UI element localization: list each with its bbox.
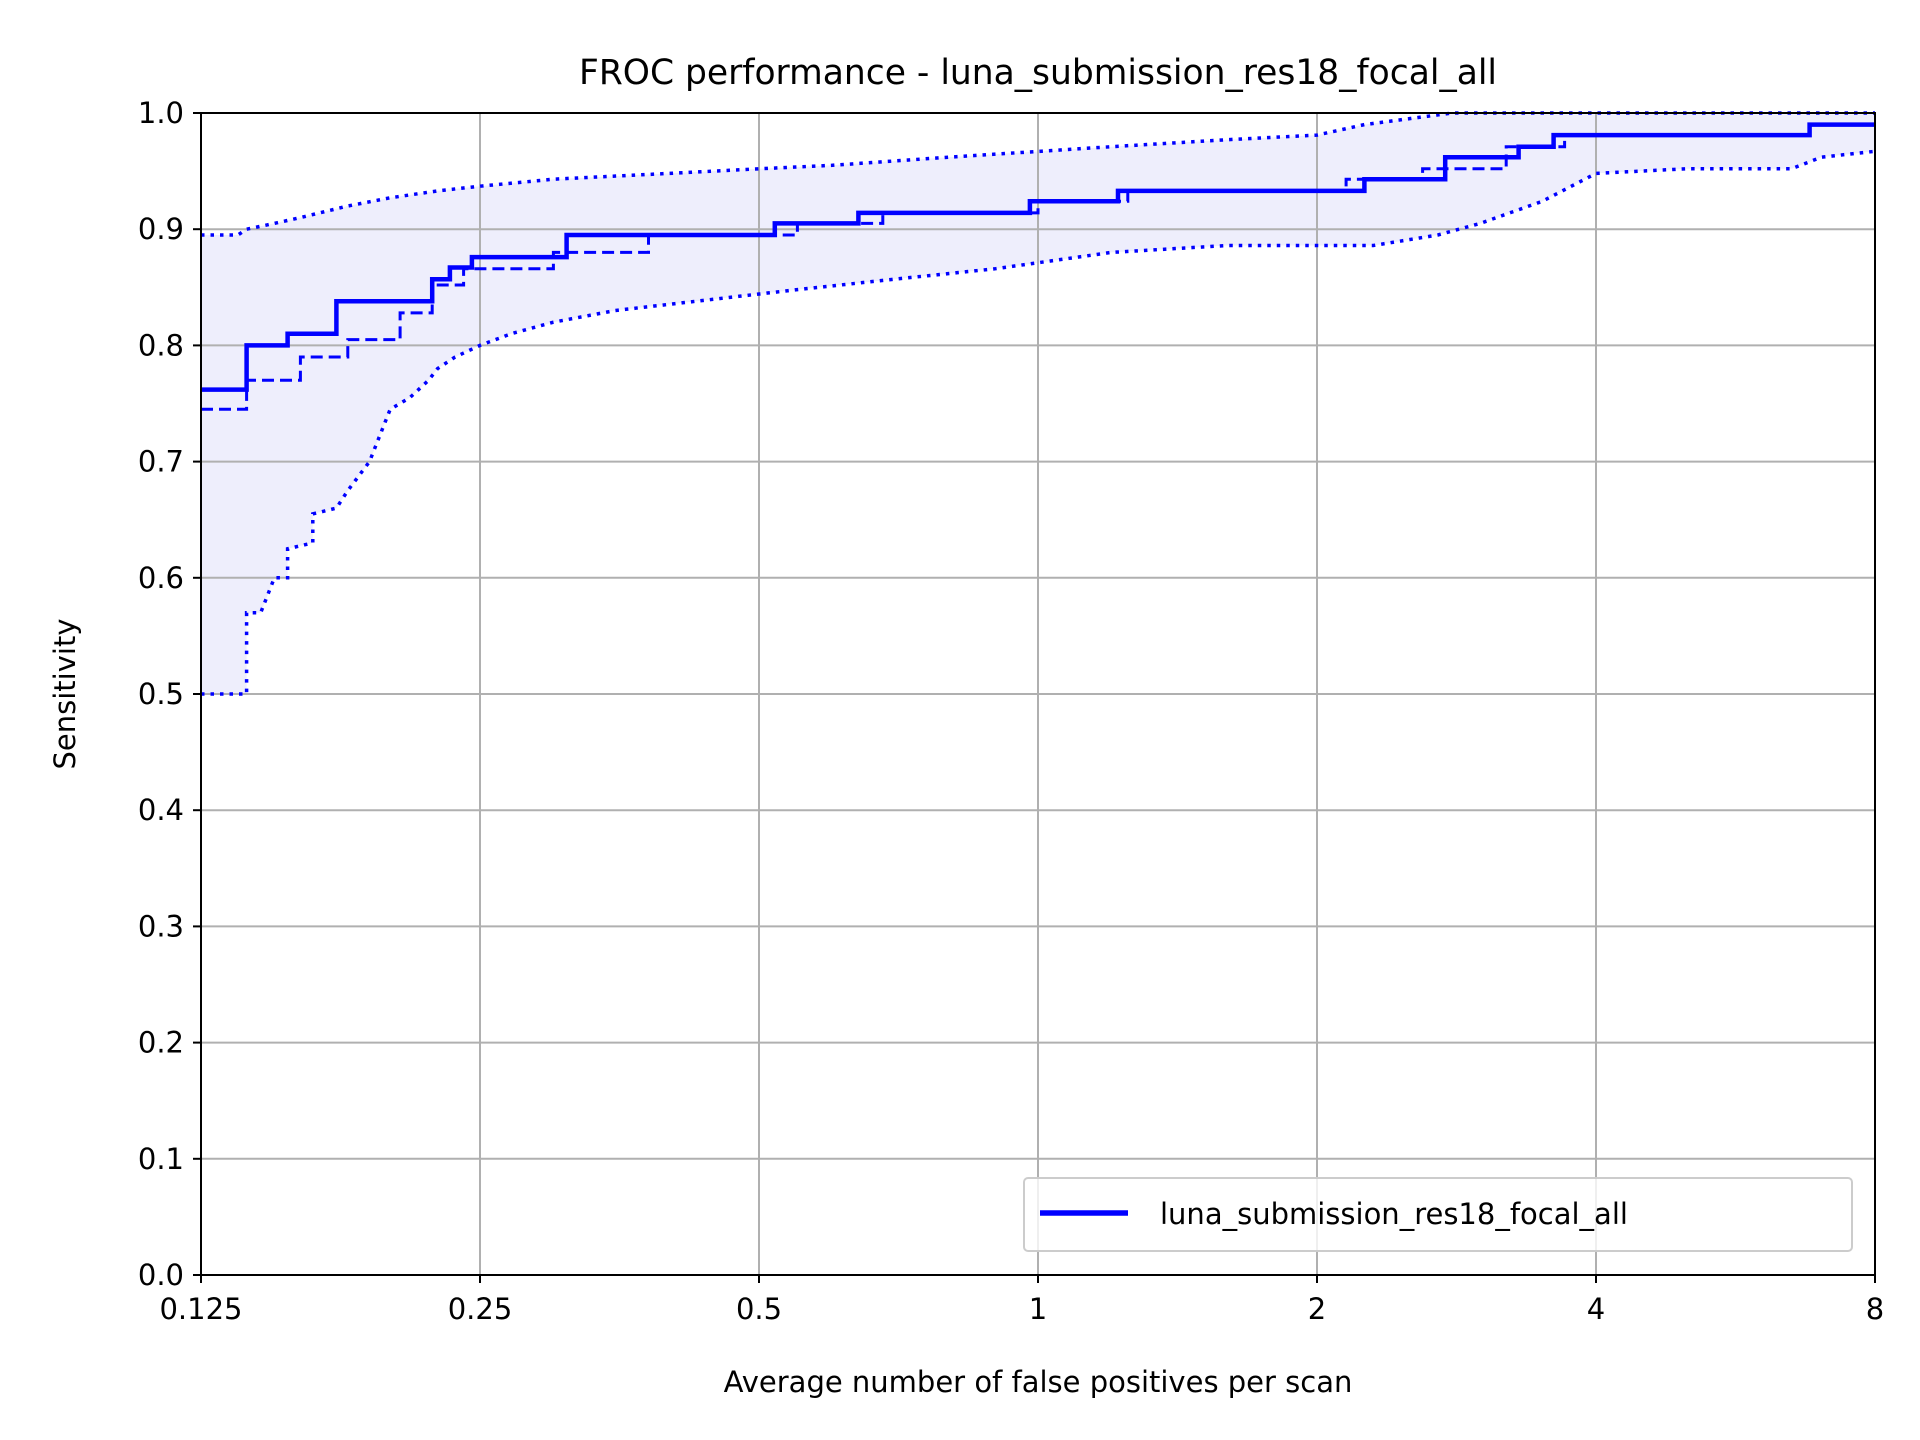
- x-tick-label: 0.125: [159, 1292, 242, 1326]
- y-tick-label: 0.2: [138, 1026, 184, 1060]
- y-tick-label: 0.3: [138, 909, 184, 943]
- x-axis-title: Average number of false positives per sc…: [724, 1365, 1353, 1399]
- chart-title: FROC performance - luna_submission_res18…: [579, 53, 1497, 93]
- y-tick-label: 0.5: [138, 677, 184, 711]
- x-tick-label: 4: [1587, 1292, 1605, 1326]
- y-axis-ticks: 0.0 0.1 0.2 0.3 0.4 0.5 0.6 0.7 0.8 0.9 1.0: [138, 96, 201, 1292]
- confidence-band: [201, 113, 1875, 694]
- gridlines: [201, 113, 1875, 1275]
- y-tick-label: 0.1: [138, 1142, 184, 1176]
- x-tick-label: 0.5: [736, 1292, 782, 1326]
- series-line-dashed-1: [201, 123, 1875, 411]
- y-tick-label: 0.9: [138, 212, 184, 246]
- legend-label: luna_submission_res18_focal_all: [1160, 1197, 1628, 1231]
- x-tick-label: 8: [1866, 1292, 1884, 1326]
- x-tick-label: 1: [1029, 1292, 1047, 1326]
- y-tick-label: 0.7: [138, 445, 184, 479]
- y-tick-label: 0.0: [138, 1258, 184, 1292]
- legend: luna_submission_res18_focal_all: [1023, 1177, 1853, 1252]
- y-tick-label: 1.0: [138, 96, 184, 130]
- legend-box: [1023, 1177, 1853, 1252]
- x-tick-label: 0.25: [448, 1292, 513, 1326]
- y-tick-label: 0.4: [138, 793, 184, 827]
- x-tick-label: 2: [1308, 1292, 1326, 1326]
- y-tick-label: 0.8: [138, 328, 184, 362]
- y-axis-title: Sensitivity: [48, 619, 82, 770]
- series-line-solid-0: [201, 122, 1875, 392]
- y-tick-label: 0.6: [138, 561, 184, 595]
- series-layer: [201, 111, 1876, 696]
- series-line-dotted-2: [201, 111, 1875, 237]
- x-axis-ticks: 0.125 0.25 0.5 1 2 4 8: [159, 1275, 1884, 1326]
